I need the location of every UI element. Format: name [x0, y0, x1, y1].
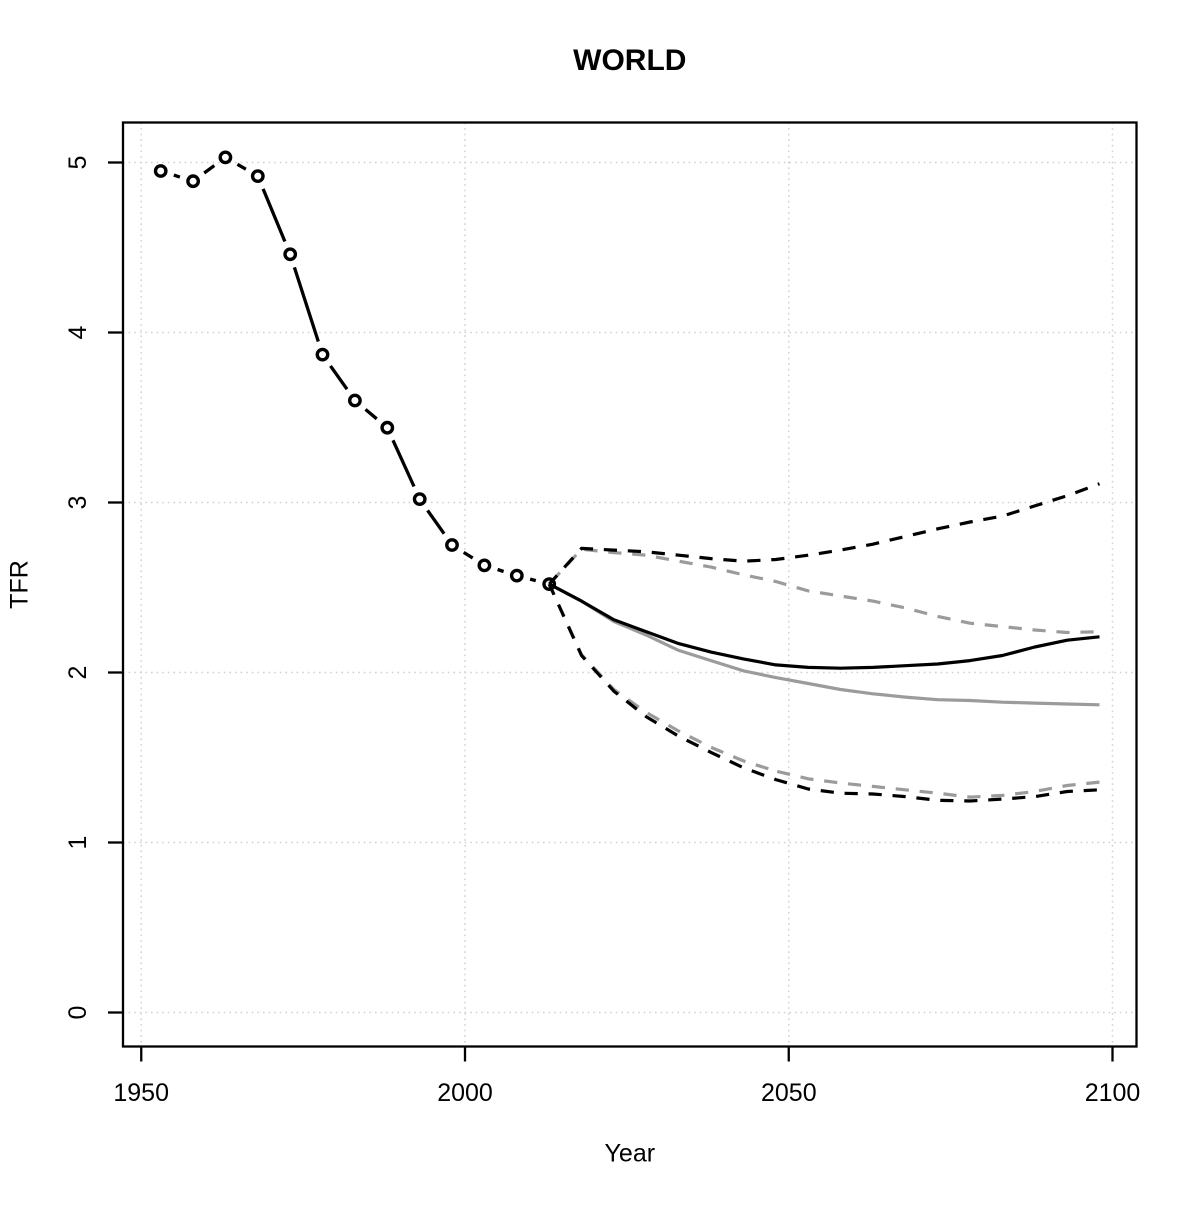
svg-text:1: 1 — [64, 836, 92, 850]
svg-text:1950: 1950 — [113, 1079, 169, 1107]
svg-text:2050: 2050 — [761, 1079, 817, 1107]
svg-text:3: 3 — [64, 496, 92, 510]
svg-text:2100: 2100 — [1085, 1079, 1141, 1107]
svg-text:WORLD: WORLD — [573, 44, 686, 77]
svg-text:0: 0 — [64, 1006, 92, 1020]
svg-text:2000: 2000 — [437, 1079, 493, 1107]
svg-text:2: 2 — [64, 666, 92, 680]
svg-text:4: 4 — [64, 325, 92, 339]
svg-text:5: 5 — [64, 156, 92, 170]
svg-text:Year: Year — [605, 1139, 656, 1167]
svg-text:TFR: TFR — [6, 560, 34, 609]
